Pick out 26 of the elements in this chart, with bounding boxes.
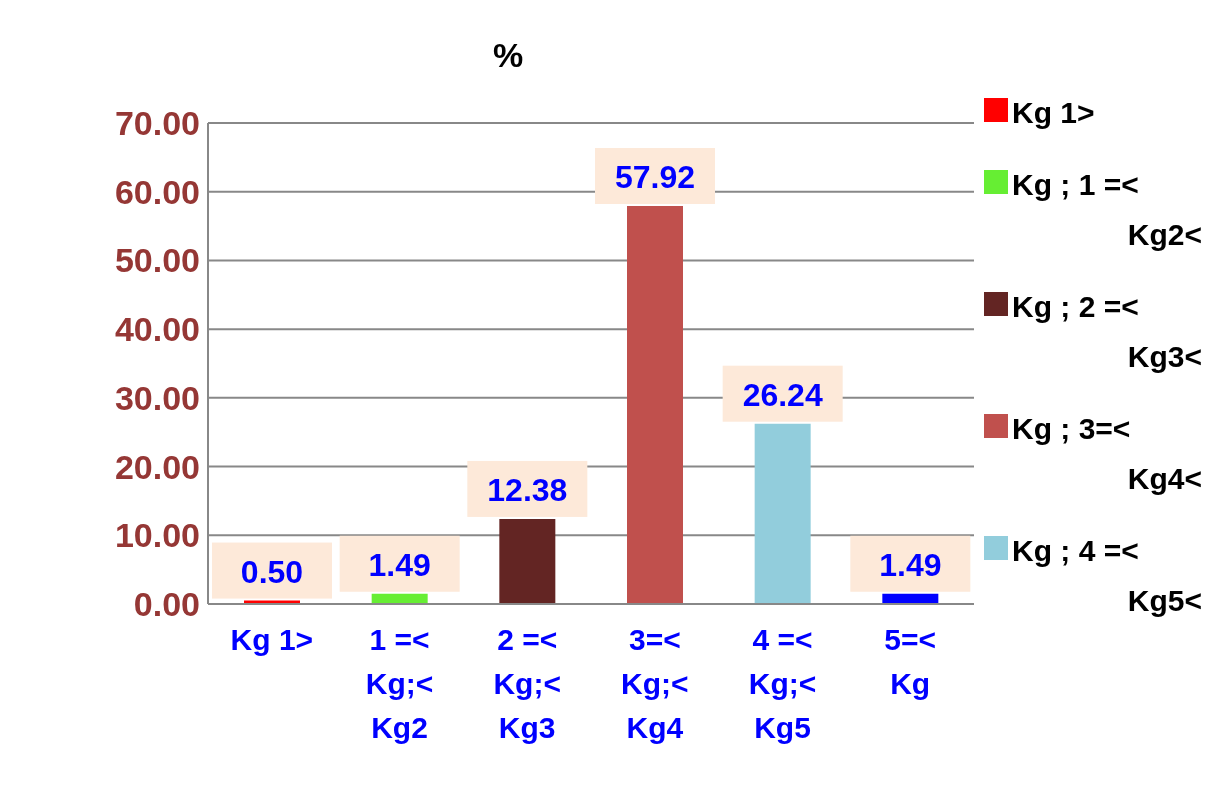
y-tick-label: 60.00 bbox=[114, 172, 200, 211]
x-tick-label: 4 =< Kg;< Kg5 bbox=[748, 623, 817, 744]
x-tick-label: 5=< Kg bbox=[884, 623, 937, 700]
data-label: 0.50 bbox=[240, 553, 304, 590]
legend-label: Kg ; 1 =< Kg2< bbox=[1012, 167, 1202, 253]
x-tick-label: Kg 1> bbox=[230, 623, 314, 656]
chart-title: % bbox=[491, 36, 525, 75]
data-label: 26.24 bbox=[742, 376, 823, 413]
x-tick-label: 3=< Kg;< Kg4 bbox=[621, 623, 689, 744]
legend-label: Kg ; 3=< Kg4< bbox=[1012, 411, 1202, 497]
y-tick-label: 30.00 bbox=[114, 378, 200, 417]
data-label: 1.49 bbox=[879, 546, 942, 583]
legend-label: Kg 1> bbox=[1012, 95, 1096, 131]
y-tick-label: 20.00 bbox=[114, 447, 200, 486]
legend-label: Kg ; 2 =< Kg3< bbox=[1012, 289, 1202, 375]
y-tick-label: 40.00 bbox=[114, 310, 200, 349]
data-label: 12.38 bbox=[487, 471, 568, 508]
x-tick-label: 1 =< Kg;< Kg2 bbox=[365, 623, 434, 744]
y-tick-label: 0.00 bbox=[133, 585, 200, 624]
legend-label: Kg ; 4 =< Kg5< bbox=[1012, 533, 1202, 619]
y-tick-label: 50.00 bbox=[114, 241, 200, 280]
x-tick-label: 2 =< Kg;< Kg3 bbox=[493, 623, 561, 744]
data-label: 57.92 bbox=[614, 159, 696, 196]
y-tick-label: 10.00 bbox=[114, 516, 200, 555]
data-label: 1.49 bbox=[368, 546, 431, 583]
y-tick-label: 70.00 bbox=[114, 104, 200, 143]
